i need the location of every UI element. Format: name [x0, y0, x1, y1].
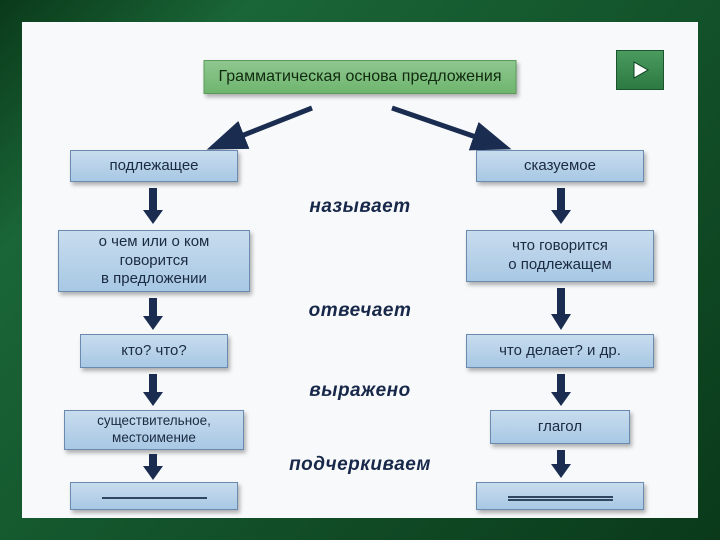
right-row3-text: глагол: [538, 418, 582, 437]
left-row2-text: кто? что?: [121, 342, 187, 361]
title-text: Грамматическая основа предложения: [219, 68, 502, 85]
down-arrow-icon: [546, 286, 576, 332]
label-1: называет: [309, 196, 410, 218]
right-row2-box: что делает? и др.: [466, 334, 654, 368]
label-4: подчеркиваем: [289, 454, 431, 476]
double-underline-icon: [508, 496, 613, 501]
down-arrow-icon: [138, 372, 168, 408]
slide-frame: Грамматическая основа предложения подлеж…: [0, 0, 720, 540]
play-icon: [628, 58, 652, 82]
right-row4-box: [476, 482, 644, 510]
down-arrow-icon: [138, 452, 168, 482]
right-row1-box: что говорится о подлежащем: [466, 230, 654, 282]
next-slide-button[interactable]: [616, 50, 664, 90]
down-arrow-icon: [546, 372, 576, 408]
right-row2-text: что делает? и др.: [499, 342, 621, 361]
title-box: Грамматическая основа предложения: [204, 60, 517, 94]
left-row4-box: [70, 482, 238, 510]
down-arrow-icon: [546, 186, 576, 226]
left-head-text: подлежащее: [109, 157, 198, 176]
left-row1-box: о чем или о ком говорится в предложении: [58, 230, 250, 292]
right-row1-text: что говорится о подлежащем: [508, 237, 612, 275]
label-1-text: называет: [309, 196, 410, 217]
label-3: выражено: [309, 380, 411, 402]
label-2: отвечает: [309, 300, 412, 322]
label-3-text: выражено: [309, 380, 411, 401]
right-head-box: сказуемое: [476, 150, 644, 182]
left-head-box: подлежащее: [70, 150, 238, 182]
left-row3-box: существительное, местоимение: [64, 410, 244, 450]
down-arrow-icon: [546, 448, 576, 480]
down-arrow-icon: [138, 296, 168, 332]
down-arrow-icon: [138, 186, 168, 226]
left-row2-box: кто? что?: [80, 334, 228, 368]
left-row3-text: существительное, местоимение: [97, 413, 211, 447]
single-underline-icon: [102, 497, 207, 499]
label-2-text: отвечает: [309, 300, 412, 321]
right-row3-box: глагол: [490, 410, 630, 444]
right-head-text: сказуемое: [524, 157, 596, 176]
label-4-text: подчеркиваем: [289, 454, 431, 475]
slide-panel: Грамматическая основа предложения подлеж…: [22, 22, 698, 518]
left-row1-text: о чем или о ком говорится в предложении: [99, 233, 210, 289]
